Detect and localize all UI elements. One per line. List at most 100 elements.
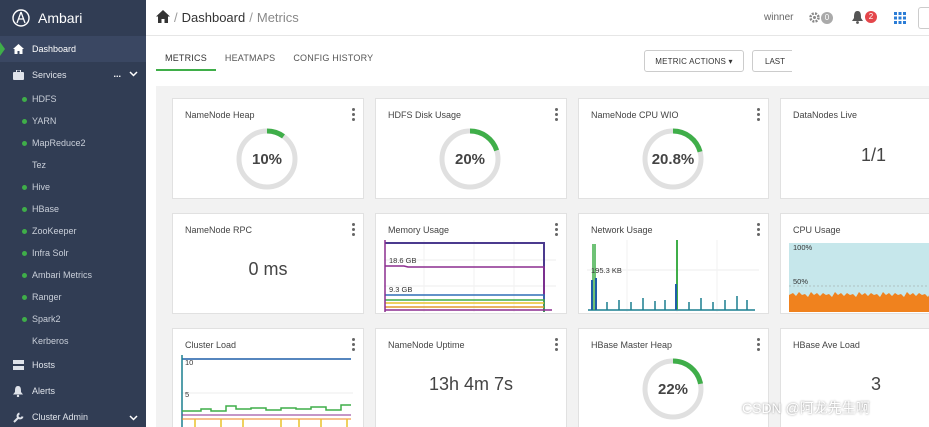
sidebar-service-zookeeper[interactable]: ZooKeeper — [0, 220, 146, 242]
sidebar-service-kerberos[interactable]: Kerberos — [0, 330, 146, 352]
gear-icon — [809, 12, 820, 23]
usage-donut: 20% — [437, 126, 503, 192]
metric-actions-button[interactable]: METRIC ACTIONS ▾ — [644, 50, 744, 72]
widget-title: NameNode RPC — [185, 225, 253, 235]
service-label: ZooKeeper — [32, 226, 77, 236]
widget-menu-icon[interactable] — [352, 223, 355, 238]
sidebar-item-hosts[interactable]: Hosts — [0, 352, 146, 378]
status-dot-icon — [22, 316, 27, 322]
widget-menu-icon[interactable] — [352, 338, 355, 353]
sidebar-service-spark2[interactable]: Spark2 — [0, 308, 146, 330]
ops-count-badge: 0 — [821, 12, 833, 24]
brand[interactable]: Ambari — [0, 0, 146, 36]
services-actions-button[interactable]: ... — [113, 69, 121, 79]
widget-hbase-master-heap[interactable]: HBase Master Heap 22% — [578, 328, 769, 427]
bell-icon — [852, 11, 863, 24]
views-grid-icon[interactable] — [894, 12, 906, 27]
alerts-count-badge: 2 — [865, 11, 877, 23]
sidebar-service-infra-solr[interactable]: Infra Solr — [0, 242, 146, 264]
tab-config-history[interactable]: CONFIG HISTORY — [293, 53, 374, 63]
widget-network-usage[interactable]: Network Usage 195.3 KB — [578, 213, 769, 314]
cluster-load-label-top: 10 — [185, 358, 193, 367]
home-icon — [12, 44, 24, 54]
tab-metrics[interactable]: METRICS — [156, 46, 216, 71]
sidebar-service-hive[interactable]: Hive — [0, 176, 146, 198]
network-usage-label: 195.3 KB — [591, 266, 622, 275]
sidebar-service-ambari-metrics[interactable]: Ambari Metrics — [0, 264, 146, 286]
memory-usage-label-bottom: 9.3 GB — [389, 285, 412, 294]
breadcrumb-current: Metrics — [256, 10, 299, 25]
widget-title: Network Usage — [591, 225, 653, 235]
admin-menu-button[interactable] — [918, 7, 929, 29]
cpu-usage-label-mid: 50% — [793, 277, 808, 286]
widget-title: NameNode CPU WIO — [591, 110, 679, 120]
widget-hdfs-disk-usage[interactable]: HDFS Disk Usage 20% — [375, 98, 567, 199]
home-icon[interactable] — [156, 9, 170, 26]
widget-namenode-uptime[interactable]: NameNode Uptime 13h 4m 7s — [375, 328, 567, 427]
widget-title: Memory Usage — [388, 225, 450, 235]
sidebar-item-services[interactable]: Services ... — [0, 62, 146, 88]
widget-menu-icon[interactable] — [555, 223, 558, 238]
donut-arc — [642, 358, 704, 420]
widget-menu-icon[interactable] — [555, 108, 558, 123]
sidebar-service-yarn[interactable]: YARN — [0, 110, 146, 132]
widget-value: 0 ms — [248, 259, 288, 279]
widget-datanodes-live[interactable]: DataNodes Live 1/1 — [780, 98, 929, 199]
sidebar-item-label: Hosts — [32, 360, 56, 370]
sidebar-item-alerts[interactable]: Alerts — [0, 378, 146, 404]
widget-value: 13h 4m 7s — [428, 374, 514, 394]
widget-title: DataNodes Live — [793, 110, 858, 120]
widget-title: CPU Usage — [793, 225, 841, 235]
widget-menu-icon[interactable] — [352, 108, 355, 123]
cluster-load-label-mid: 5 — [185, 390, 189, 399]
sidebar-service-tez[interactable]: Tez — [0, 154, 146, 176]
chevron-down-icon[interactable] — [129, 413, 138, 423]
sidebar-service-mapreduce2[interactable]: MapReduce2 — [0, 132, 146, 154]
watermark-text: CSDN @阿龙先生啊 — [742, 400, 870, 416]
service-label: HDFS — [32, 94, 57, 104]
status-dot-icon — [22, 272, 27, 278]
usage-donut: 10% — [234, 126, 300, 192]
widget-namenode-cpu-wio[interactable]: NameNode CPU WIO 20.8% — [578, 98, 769, 199]
widget-cluster-load[interactable]: Cluster Load 10 5 — [172, 328, 364, 427]
sidebar-service-ranger[interactable]: Ranger — [0, 286, 146, 308]
widget-menu-icon[interactable] — [757, 108, 760, 123]
widget-title: NameNode Heap — [185, 110, 255, 120]
widget-menu-icon[interactable] — [757, 338, 760, 353]
widget-memory-usage[interactable]: Memory Usage 18.6 GB 9.3 GB — [375, 213, 567, 314]
service-label: HBase — [32, 204, 60, 214]
service-label: MapReduce2 — [32, 138, 86, 148]
top-bar: / Dashboard / Metrics winner 0 2 — [146, 0, 929, 36]
widget-namenode-rpc[interactable]: NameNode RPC 0 ms — [172, 213, 364, 314]
sidebar-item-dashboard[interactable]: Dashboard — [0, 36, 146, 62]
sidebar-service-hdfs[interactable]: HDFS — [0, 88, 146, 110]
service-label: Spark2 — [32, 314, 61, 324]
breadcrumb-dashboard[interactable]: Dashboard — [181, 10, 246, 25]
tab-heatmaps[interactable]: HEATMAPS — [224, 53, 276, 63]
status-dot-icon — [22, 294, 27, 300]
status-dot-icon — [22, 118, 27, 124]
user-menu[interactable]: winner — [764, 12, 794, 23]
sidebar-item-cluster-admin[interactable]: Cluster Admin — [0, 404, 146, 427]
time-range-button[interactable]: LAST — [752, 50, 792, 72]
donut-value: 20.8% — [651, 150, 695, 168]
cluster-load-chart: 10 5 — [181, 355, 353, 427]
background-ops-button[interactable]: 0 — [808, 11, 833, 27]
widget-namenode-heap[interactable]: NameNode Heap 10% — [172, 98, 364, 199]
briefcase-icon — [12, 70, 24, 80]
widget-menu-icon[interactable] — [757, 223, 760, 238]
sidebar-item-label: Alerts — [32, 386, 56, 396]
chevron-down-icon[interactable] — [129, 69, 138, 79]
server-icon — [12, 360, 24, 370]
bell-icon — [12, 385, 24, 397]
service-label: Hive — [32, 182, 51, 192]
widget-menu-icon[interactable] — [555, 338, 558, 353]
alerts-button[interactable]: 2 — [852, 11, 877, 27]
usage-donut: 20.8% — [640, 126, 706, 192]
status-dot-icon — [22, 206, 27, 212]
sidebar-service-hbase[interactable]: HBase — [0, 198, 146, 220]
widget-hbase-ave-load[interactable]: HBase Ave Load 3 — [780, 328, 929, 427]
donut-arc — [439, 128, 501, 190]
widget-cpu-usage[interactable]: CPU Usage 100% 50% — [780, 213, 929, 314]
network-usage-chart: 195.3 KB — [587, 240, 759, 312]
